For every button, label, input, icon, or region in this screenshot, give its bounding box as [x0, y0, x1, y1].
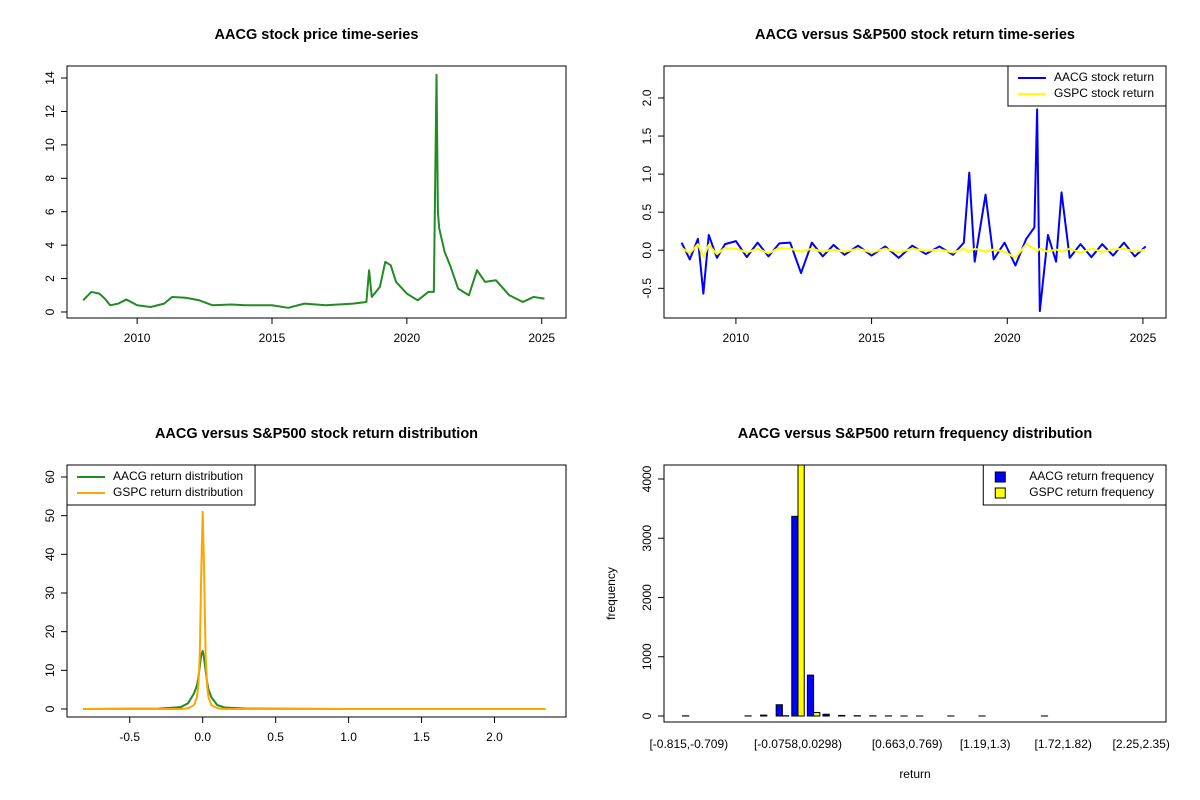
y-axis-label: frequency [604, 567, 618, 620]
plot-frame [66, 464, 567, 718]
legend-box [66, 464, 256, 506]
legend-swatch [994, 471, 1006, 483]
bar [760, 714, 768, 717]
bar [806, 674, 815, 717]
series-line [82, 73, 545, 309]
x-tick-label: 1.5 [413, 730, 430, 744]
x-tick-label: [1.72,1.82) [1035, 737, 1092, 751]
y-tick-label: 8 [43, 175, 57, 182]
x-tick-label: 2020 [394, 331, 421, 345]
y-tick-label: 10 [43, 138, 57, 152]
legend-label: AACG stock return [1054, 70, 1154, 84]
plot-area [682, 465, 1049, 717]
y-tick-label: 2000 [640, 584, 654, 611]
panel: AACG stock price time-series 0 2 4 6 8 10 12 14 2… [43, 27, 567, 345]
y-tick-label: 4 [43, 241, 57, 248]
plot-frame [663, 65, 1167, 319]
y-tick-label: 1.5 [640, 127, 654, 144]
panel: AACG versus S&P500 return frequency dist… [604, 426, 1170, 781]
y-tick-label: 0 [640, 712, 654, 719]
x-tick-label: 1.0 [340, 730, 357, 744]
y-tick-label: 12 [43, 104, 57, 118]
x-tick-label: 2025 [1130, 331, 1157, 345]
series-line [680, 108, 1147, 313]
legend-box [982, 464, 1167, 506]
plot-frame [663, 464, 1167, 723]
panel: AACG versus S&P500 stock return distribu… [43, 426, 567, 744]
plot-frame [66, 65, 567, 319]
x-tick-label: -0.5 [119, 730, 140, 744]
y-tick-label: 40 [43, 547, 57, 561]
series-line [681, 243, 1146, 259]
series-line [83, 649, 546, 710]
chart-title: AACG versus S&P500 stock return time-ser… [755, 27, 1075, 43]
legend-label: GSPC return frequency [1029, 485, 1154, 499]
legend: AACG return distribution GSPC return dist… [66, 464, 256, 506]
y-tick-label: -0.5 [640, 278, 654, 299]
x-tick-label: 0.0 [194, 730, 211, 744]
legend-swatch [994, 487, 1006, 499]
x-tick-label: 2015 [259, 331, 286, 345]
bar [791, 515, 799, 717]
plot-area [680, 108, 1147, 313]
x-tick-label: [-0.815,-0.709) [649, 737, 728, 751]
y-tick-label: 50 [43, 509, 57, 523]
x-tick-label: 2015 [858, 331, 885, 345]
legend-label: AACG return frequency [1029, 469, 1154, 483]
x-tick-label: 0.5 [267, 730, 284, 744]
y-tick-label: 1.0 [640, 165, 654, 182]
y-tick-label: 0.5 [640, 204, 654, 221]
x-tick-label: [-0.0758,0.0298) [754, 737, 842, 751]
y-tick-label: 2.0 [640, 89, 654, 106]
y-tick-label: 3000 [640, 525, 654, 552]
y-tick-label: 4000 [640, 465, 654, 492]
legend-label: GSPC stock return [1054, 86, 1154, 100]
legend-label: GSPC return distribution [113, 485, 243, 499]
y-tick-label: 2 [43, 275, 57, 282]
bar [775, 704, 783, 717]
y-tick-label: 1000 [640, 643, 654, 670]
x-tick-label: 2010 [723, 331, 750, 345]
y-tick-label: 14 [43, 71, 57, 85]
bar [822, 713, 830, 717]
y-tick-label: 0.0 [640, 242, 654, 259]
series-line [83, 510, 546, 710]
x-tick-label: 2010 [124, 331, 151, 345]
x-tick-label: [2.25,2.35) [1113, 737, 1170, 751]
y-tick-label: 6 [43, 208, 57, 215]
plot-area [83, 510, 546, 710]
legend: AACG stock return GSPC stock return [1007, 65, 1167, 107]
x-tick-label: [1.19,1.3) [960, 737, 1011, 751]
x-tick-label: [0.663,0.769) [872, 737, 943, 751]
legend-box [1007, 65, 1167, 107]
chart-title: AACG stock price time-series [215, 27, 419, 43]
bar [838, 714, 846, 717]
y-tick-label: 20 [43, 625, 57, 639]
chart-title: AACG versus S&P500 stock return distribu… [155, 426, 478, 442]
x-tick-label: 2025 [528, 331, 555, 345]
bar [813, 711, 821, 717]
y-tick-label: 60 [43, 470, 57, 484]
y-tick-label: 0 [43, 705, 57, 712]
x-tick-label: 2020 [994, 331, 1021, 345]
plot-area [82, 73, 545, 309]
legend: AACG return frequency GSPC return frequen… [982, 464, 1167, 506]
y-tick-label: 0 [43, 308, 57, 315]
y-tick-label: 30 [43, 586, 57, 600]
x-tick-label: 2.0 [486, 730, 503, 744]
chart-title: AACG versus S&P500 return frequency dist… [738, 426, 1093, 442]
x-axis-label: return [899, 767, 930, 781]
panel: AACG versus S&P500 stock return time-ser… [640, 27, 1167, 345]
y-tick-label: 10 [43, 663, 57, 677]
bar [797, 465, 805, 717]
legend-label: AACG return distribution [113, 469, 243, 483]
